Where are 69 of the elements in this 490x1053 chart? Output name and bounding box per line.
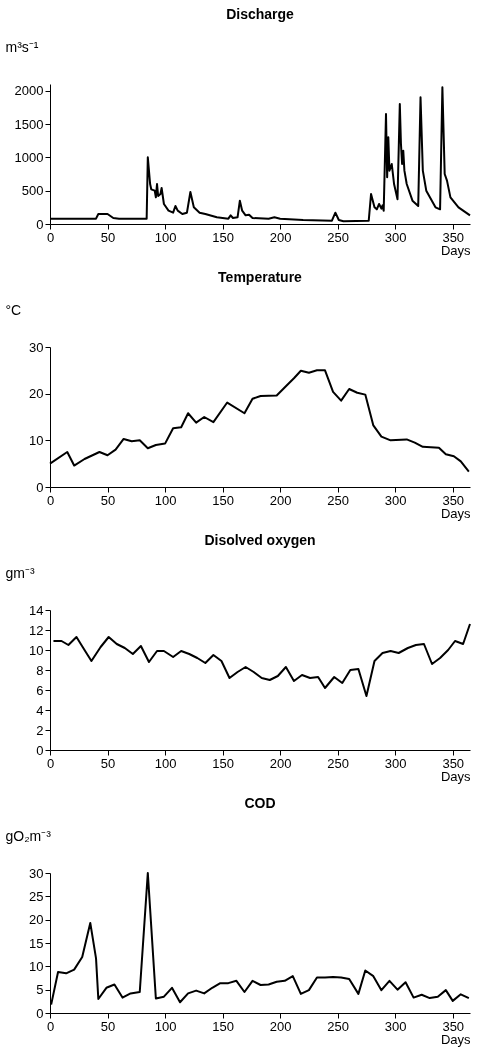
chart-title: Discharge [226,6,295,22]
x-tick-label: 0 [46,492,55,508]
x-axis-title: Days [440,768,471,784]
y-tick-label: 14 [29,602,44,618]
x-tick-label: 0 [46,229,55,245]
x-tick-label: 100 [154,755,177,771]
y-tick-label: 15 [29,935,44,951]
y-tick-label: 10 [29,958,44,974]
x-axis-title: Days [440,505,471,521]
x-tick-label: 250 [327,1018,350,1034]
x-tick-label: 100 [154,229,177,245]
x-tick-label: 150 [212,492,234,508]
y-tick-label: 0 [36,1005,44,1021]
x-tick-label: 200 [269,1018,292,1034]
x-tick-label: 350 [442,492,465,508]
x-tick-label: 350 [442,229,465,245]
y-axis-title: gO₂m⁻³ [5,827,52,844]
line-series [52,623,471,697]
x-axis-title: Days [440,1031,471,1047]
y-tick-label: 30 [29,339,44,355]
y-tick-label: 25 [29,888,44,904]
x-tick-label: 300 [384,229,407,245]
y-axis-title: °C [5,301,22,318]
chart-title: Temperature [218,269,303,285]
y-tick-label: 10 [29,642,44,658]
x-tick-label: 150 [212,755,234,771]
y-tick-label: 500 [21,183,44,199]
x-tick-label: 300 [384,492,407,508]
x-tick-label: 200 [269,229,292,245]
x-tick-label: 350 [442,1018,465,1034]
x-tick-label: 50 [100,492,116,508]
y-tick-label: 0 [36,479,44,495]
x-tick-label: 100 [154,1018,177,1034]
y-tick-label: 0 [36,216,44,232]
x-tick-label: 300 [384,755,407,771]
x-tick-label: 200 [269,755,292,771]
y-tick-label: 8 [36,662,44,678]
y-tick-label: 5 [36,982,44,998]
y-tick-label: 2 [36,722,44,738]
x-tick-label: 250 [327,229,350,245]
x-tick-label: 250 [327,755,350,771]
y-axis-title: gm⁻³ [5,564,35,581]
x-tick-label: 350 [442,755,465,771]
y-tick-label: 1500 [14,116,44,132]
y-tick-label: 2000 [14,83,44,99]
x-tick-label: 0 [46,755,55,771]
x-tick-label: 250 [327,492,350,508]
x-tick-label: 50 [100,229,116,245]
x-tick-label: 100 [154,492,177,508]
x-tick-label: 150 [212,1018,234,1034]
y-tick-label: 12 [29,622,44,638]
y-tick-label: 6 [36,682,44,698]
chart-title: Disolved oxygen [204,532,316,548]
y-tick-label: 0 [36,742,44,758]
x-axis-title: Days [440,242,471,258]
y-tick-label: 4 [36,702,44,718]
y-axis-title: m³s⁻¹ [5,38,39,55]
y-tick-label: 1000 [14,149,44,165]
x-tick-label: 200 [269,492,292,508]
chart-title: COD [244,795,276,811]
x-tick-label: 300 [384,1018,407,1034]
y-tick-label: 20 [29,912,44,928]
x-tick-label: 0 [46,1018,55,1034]
x-tick-label: 50 [100,755,116,771]
x-tick-label: 150 [212,229,234,245]
y-tick-label: 10 [29,432,44,448]
y-tick-label: 20 [29,386,44,402]
x-tick-label: 50 [100,1018,116,1034]
y-tick-label: 30 [29,865,44,881]
